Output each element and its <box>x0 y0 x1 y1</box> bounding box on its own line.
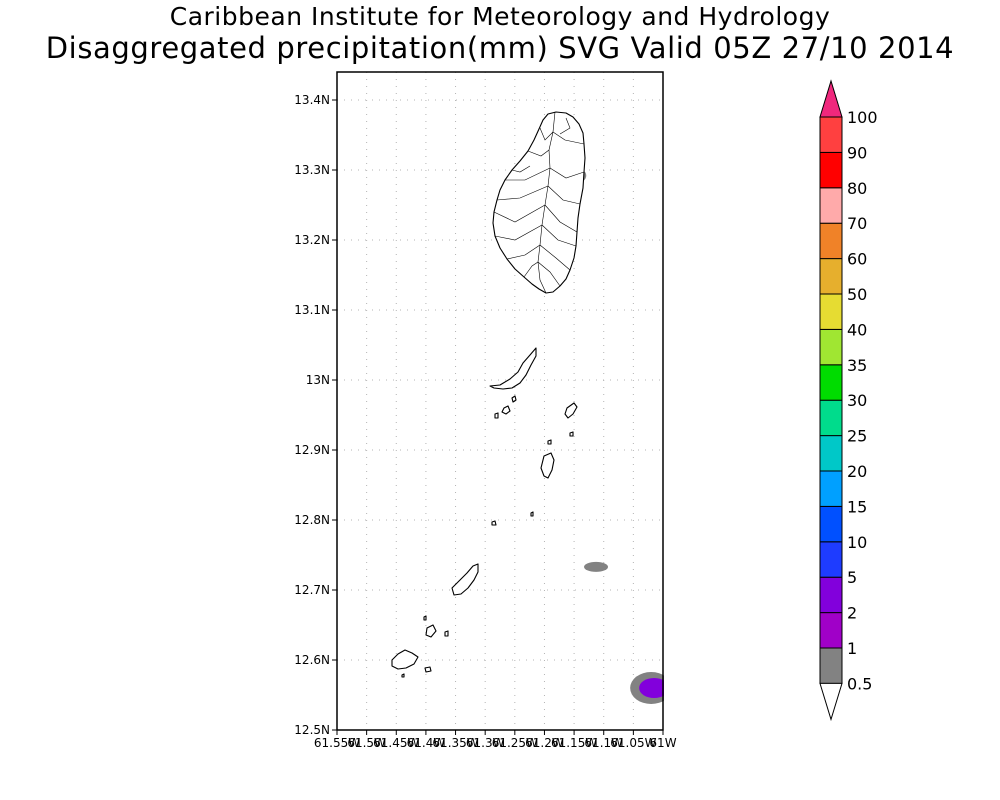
lon-tick-label: 61.05W <box>610 736 656 750</box>
legend-level-label: 2 <box>847 604 857 623</box>
legend-color-box <box>819 435 843 472</box>
precip-area <box>584 561 609 572</box>
st-vincent-island <box>492 111 586 294</box>
title-line-institute: Caribbean Institute for Meteorology and … <box>169 2 831 31</box>
legend-level-label: 30 <box>847 391 867 410</box>
legend-level-label: 100 <box>847 108 878 127</box>
lon-tick-label: 61.1W <box>584 736 623 750</box>
legend-color-box <box>819 470 843 507</box>
legend-level-label: 10 <box>847 533 867 552</box>
lat-tick-label: 13.4N <box>294 93 330 107</box>
legend-level-label: 60 <box>847 250 867 269</box>
lon-tick-label: 61W <box>649 736 676 750</box>
lat-tick-label: 13.3N <box>294 163 330 177</box>
legend-color-box <box>819 328 843 366</box>
title-line-product: Disaggregated precipitation(mm) SVG Vali… <box>45 31 955 65</box>
legend-color-box <box>819 541 843 578</box>
lon-tick-label: 61.15W <box>551 736 597 750</box>
lat-tick-label: 12.9N <box>294 443 330 457</box>
legend-color-box <box>819 222 843 260</box>
map-frame <box>336 71 664 731</box>
lat-tick-label: 12.5N <box>294 723 330 737</box>
legend-level-label: 50 <box>847 285 867 304</box>
legend-color-box <box>819 505 843 543</box>
bequia-island <box>489 347 537 390</box>
islet <box>530 511 534 517</box>
islet <box>511 395 517 403</box>
legend-level-label: 1 <box>847 639 857 658</box>
lat-tick-label: 12.6N <box>294 653 330 667</box>
lon-tick-label: 61.3W <box>466 736 505 750</box>
legend-level-label: 0.5 <box>847 674 872 693</box>
legend-level-label: 40 <box>847 320 867 339</box>
coastline-layer <box>391 111 586 678</box>
legend-color-box <box>819 258 843 295</box>
precipitation-areas <box>564 72 704 730</box>
chart-title: Caribbean Institute for Meteorology and … <box>0 2 1000 64</box>
islet <box>547 439 552 445</box>
map-axes: 12.5N 12.6N 12.7N 12.8N 12.9N 13N 13.1N 13.2N 13… <box>294 93 676 750</box>
islet <box>423 615 427 621</box>
lat-tick-label: 12.7N <box>294 583 330 597</box>
islet <box>425 624 437 638</box>
lon-tick-label: 61.35W <box>432 736 478 750</box>
precip-area <box>639 678 670 698</box>
lon-tick-label: 61.55W <box>314 736 360 750</box>
legend-color-box <box>819 576 843 614</box>
islet <box>501 405 511 415</box>
carriacou-island <box>391 649 419 670</box>
lon-tick-label: 61.5W <box>347 736 386 750</box>
legend-color-box <box>819 364 843 401</box>
legend-level-label: 70 <box>847 214 867 233</box>
frame-margin <box>664 72 704 730</box>
legend-color-box <box>819 647 843 684</box>
canouan-island <box>540 452 555 479</box>
legend-color-box <box>819 151 843 189</box>
legend-level-label: 5 <box>847 568 857 587</box>
legend-level-label: 80 <box>847 179 867 198</box>
islet <box>569 431 574 437</box>
lon-tick-label: 61.2W <box>525 736 564 750</box>
lon-tick-label: 61.45W <box>373 736 419 750</box>
watershed-boundaries <box>493 111 585 294</box>
islet <box>401 673 405 678</box>
lat-tick-label: 13.2N <box>294 233 330 247</box>
union-island <box>451 563 479 596</box>
legend-level-label: 15 <box>847 497 867 516</box>
legend-level-label: 90 <box>847 143 867 162</box>
islet <box>444 630 449 637</box>
legend-color-box <box>819 293 843 330</box>
lon-tick-label: 61.4W <box>407 736 446 750</box>
islet <box>491 520 497 526</box>
legend-color-box <box>819 612 843 649</box>
legend-level-label: 25 <box>847 427 867 446</box>
lon-tick-label: 61.25W <box>492 736 538 750</box>
legend-level-label: 20 <box>847 462 867 481</box>
legend-level-label: 35 <box>847 356 867 375</box>
map-grid <box>336 72 664 731</box>
islet <box>494 412 499 419</box>
legend-color-box <box>819 116 843 153</box>
islet <box>424 666 432 673</box>
legend-color-box <box>819 399 843 437</box>
legend-color-box <box>819 187 843 224</box>
mustique-island <box>564 402 578 419</box>
lat-tick-label: 13N <box>306 373 330 387</box>
lat-tick-label: 13.1N <box>294 303 330 317</box>
legend-lower-arrow <box>819 682 843 722</box>
legend-upper-arrow <box>819 79 843 118</box>
lat-tick-label: 12.8N <box>294 513 330 527</box>
